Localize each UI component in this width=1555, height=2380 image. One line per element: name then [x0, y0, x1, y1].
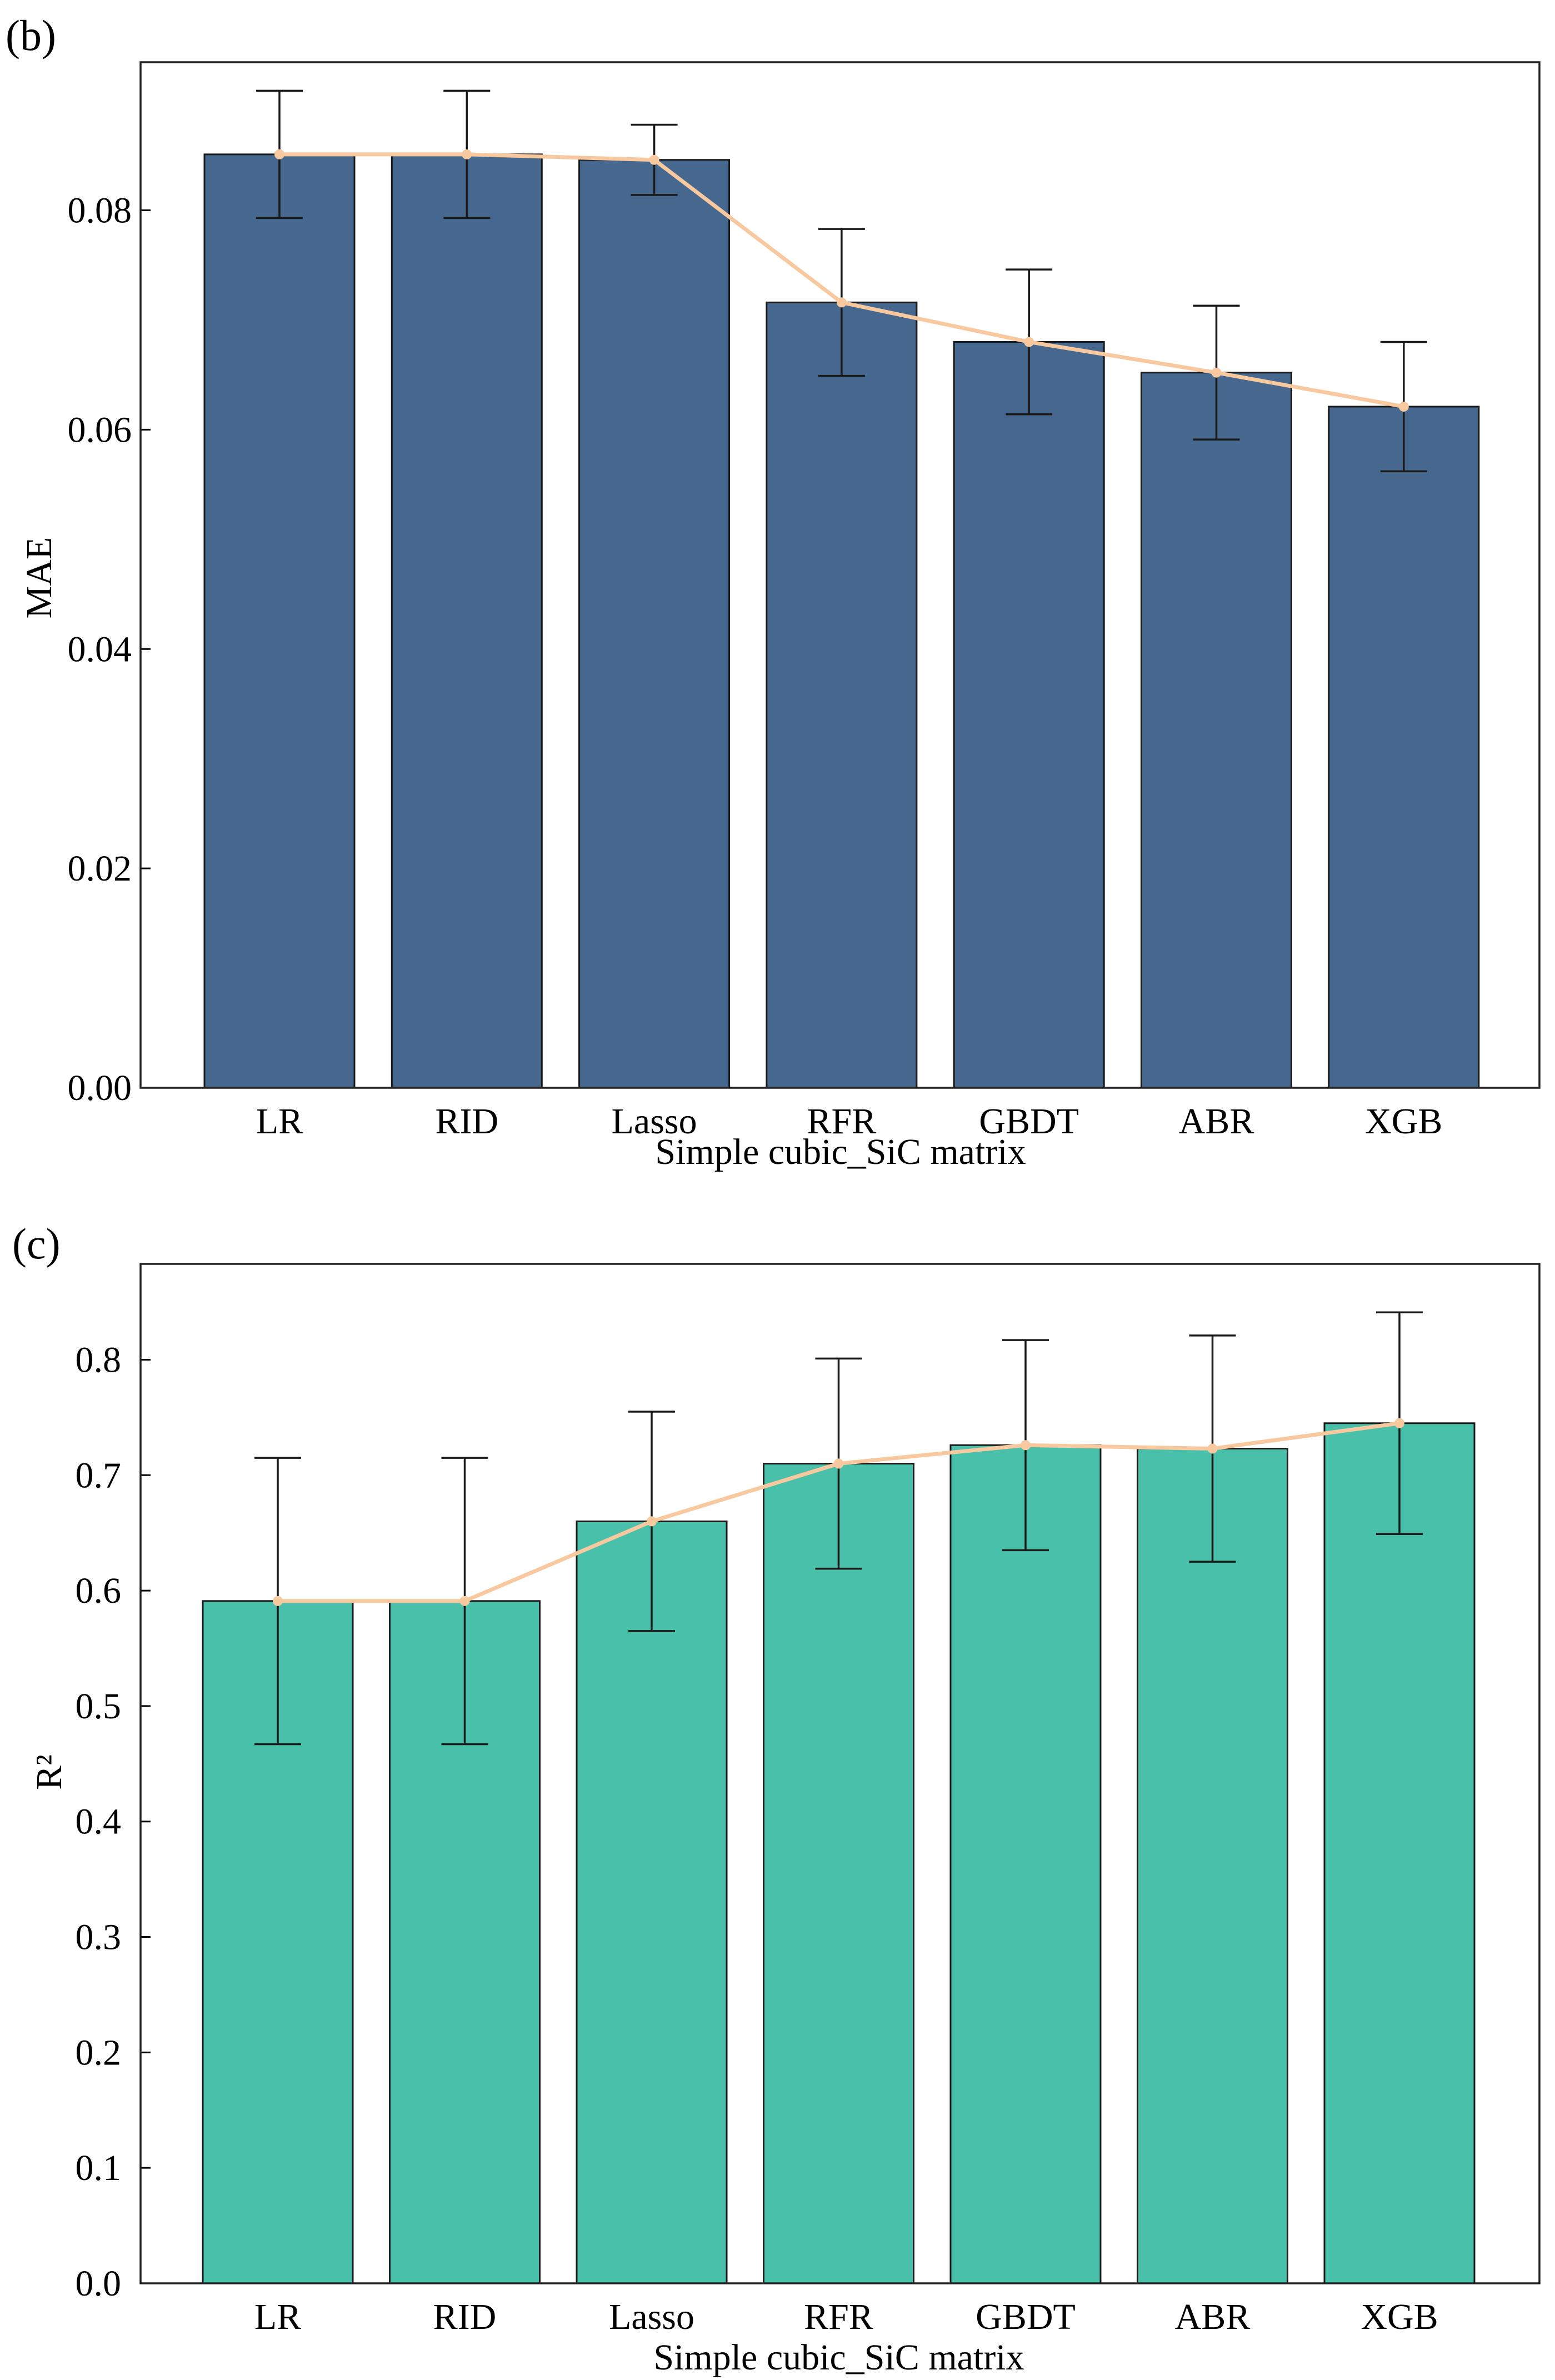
r2-y-tick-label: 0.7	[76, 1455, 122, 1496]
r2-x-tick-label: XGB	[1361, 2297, 1438, 2337]
r2-y-tick-label: 0.3	[76, 1917, 122, 1958]
r2-trend-point-xgb	[1394, 1418, 1404, 1428]
mae-y-tick-label: 0.08	[68, 191, 132, 231]
mae-bar-lr	[203, 153, 356, 1089]
r2-bar-lasso	[576, 1520, 728, 2284]
r2-trend-point-abr	[1207, 1443, 1218, 1454]
r2-bar-gbdt	[949, 1444, 1102, 2284]
mae-x-tick-label: XGB	[1365, 1101, 1442, 1142]
r2-x-tick-label: LR	[254, 2297, 301, 2337]
r2-y-axis-title: R²	[29, 1754, 69, 1790]
r2-y-tick-label: 0.4	[76, 1802, 122, 1842]
r2-bar-rfr	[763, 1463, 914, 2284]
r2-y-tick-label: 0.0	[76, 2263, 122, 2304]
mae-x-tick-label: Lasso	[612, 1101, 697, 1142]
mae-x-tick-label: RID	[435, 1101, 498, 1142]
r2-x-tick-label: Lasso	[609, 2297, 694, 2337]
mae-x-tick-label: RFR	[807, 1101, 877, 1142]
r2-trend-point-lr	[273, 1596, 283, 1606]
mae-bar-lasso	[578, 159, 731, 1089]
mae-trend-point-abr	[1211, 367, 1222, 378]
mae-plot-frame	[139, 61, 1541, 1089]
r2-plot-frame	[139, 1263, 1541, 2284]
r2-chart-panel: (c) R² Simple cubic_SiC matrix 0.0 0.1 0.2…	[12, 1219, 1541, 2378]
r2-y-tick-label: 0.2	[76, 2032, 122, 2073]
mae-y-tick-label: 0.06	[68, 409, 132, 450]
r2-y-tick-label: 0.1	[76, 2148, 122, 2188]
mae-x-axis-title: Simple cubic_SiC matrix	[655, 1132, 1026, 1172]
mae-trend-point-gbdt	[1024, 337, 1034, 347]
r2-x-tick-label: RID	[433, 2297, 497, 2337]
r2-x-tick-label: GBDT	[976, 2297, 1076, 2337]
mae-trend-point-xgb	[1398, 401, 1409, 412]
r2-y-tick-label: 0.6	[76, 1571, 122, 1611]
mae-bar-rid	[391, 153, 543, 1089]
mae-bar-abr	[1141, 372, 1292, 1089]
panel-label-c: (c)	[12, 1219, 61, 1268]
r2-x-axis-title: Simple cubic_SiC matrix	[653, 2337, 1024, 2378]
r2-y-tick-label: 0.5	[76, 1686, 122, 1727]
r2-bar-abr	[1137, 1448, 1288, 2284]
r2-bar-xgb	[1323, 1422, 1476, 2284]
mae-chart-panel: (b) MAE Simple cubic_SiC matrix 0.00 0.02…	[6, 11, 1541, 1172]
panel-label-b: (b)	[6, 11, 56, 59]
r2-x-tick-label: ABR	[1175, 2297, 1251, 2337]
r2-trend-point-rid	[459, 1596, 470, 1606]
mae-trend-point-rfr	[836, 297, 847, 308]
mae-y-tick-label: 0.00	[68, 1068, 132, 1108]
mae-trend-point-lr	[274, 149, 284, 159]
mae-x-tick-label: GBDT	[979, 1101, 1079, 1142]
mae-y-tick-label: 0.02	[68, 848, 132, 889]
mae-bar-gbdt	[953, 341, 1105, 1089]
r2-x-tick-label: RFR	[804, 2297, 873, 2337]
mae-y-tick-label: 0.04	[68, 629, 132, 669]
r2-trend-point-gbdt	[1021, 1440, 1031, 1451]
mae-bar-xgb	[1328, 406, 1480, 1089]
mae-trend-point-lasso	[649, 154, 659, 165]
mae-x-tick-label: ABR	[1179, 1101, 1254, 1142]
r2-y-tick-label: 0.8	[76, 1339, 122, 1380]
mae-bar-rfr	[766, 301, 918, 1089]
r2-trend-point-lasso	[647, 1516, 657, 1527]
mae-x-tick-label: LR	[256, 1101, 303, 1142]
mae-y-axis-title: MAE	[19, 537, 59, 619]
mae-trend-point-rid	[462, 149, 472, 159]
r2-trend-point-rfr	[833, 1458, 844, 1469]
